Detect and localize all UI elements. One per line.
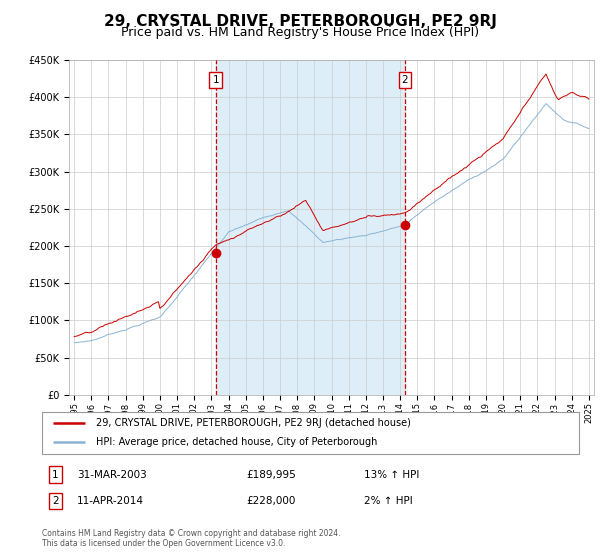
Text: 11-APR-2014: 11-APR-2014 (77, 496, 144, 506)
Text: £189,995: £189,995 (246, 470, 296, 479)
Text: 1: 1 (212, 75, 219, 85)
Text: 2: 2 (401, 75, 408, 85)
Text: 31-MAR-2003: 31-MAR-2003 (77, 470, 146, 479)
Text: 13% ↑ HPI: 13% ↑ HPI (364, 470, 419, 479)
Text: Contains HM Land Registry data © Crown copyright and database right 2024.: Contains HM Land Registry data © Crown c… (42, 529, 341, 538)
Bar (215, 60, 405, 395)
Text: This data is licensed under the Open Government Licence v3.0.: This data is licensed under the Open Gov… (42, 539, 286, 548)
Text: 1: 1 (52, 470, 59, 479)
FancyBboxPatch shape (42, 412, 579, 454)
Text: £228,000: £228,000 (246, 496, 295, 506)
Text: 2% ↑ HPI: 2% ↑ HPI (364, 496, 413, 506)
Text: 29, CRYSTAL DRIVE, PETERBOROUGH, PE2 9RJ (detached house): 29, CRYSTAL DRIVE, PETERBOROUGH, PE2 9RJ… (96, 418, 410, 428)
Text: Price paid vs. HM Land Registry's House Price Index (HPI): Price paid vs. HM Land Registry's House … (121, 26, 479, 39)
Text: 2: 2 (52, 496, 59, 506)
Text: HPI: Average price, detached house, City of Peterborough: HPI: Average price, detached house, City… (96, 437, 377, 447)
Text: 29, CRYSTAL DRIVE, PETERBOROUGH, PE2 9RJ: 29, CRYSTAL DRIVE, PETERBOROUGH, PE2 9RJ (104, 14, 496, 29)
